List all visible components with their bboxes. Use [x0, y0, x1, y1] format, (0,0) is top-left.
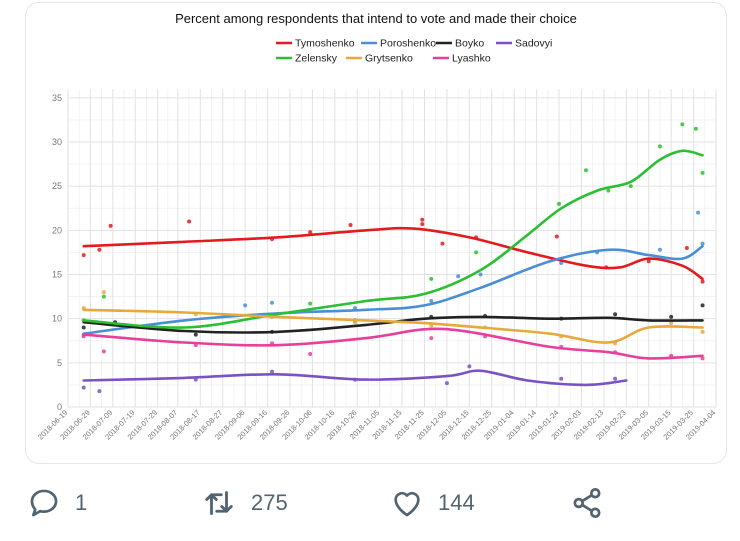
y-tick-label: 35 [52, 93, 62, 103]
reply-icon [27, 486, 61, 520]
data-point-lyashko [101, 349, 106, 354]
data-point-boyko [700, 303, 705, 308]
series-line-boyko [82, 315, 704, 334]
y-tick-label: 20 [52, 225, 62, 235]
data-point-zelensky [308, 301, 313, 306]
data-point-tymoshenko [684, 246, 689, 250]
share-icon [569, 485, 605, 521]
data-point-poroshenko [270, 300, 275, 305]
chart-title: Percent among respondents that intend to… [175, 11, 577, 26]
data-point-tymoshenko [308, 230, 313, 235]
data-point-lyashko [429, 336, 434, 341]
data-point-poroshenko [478, 272, 483, 277]
data-point-zelensky [557, 201, 562, 206]
plot-panel [68, 89, 716, 407]
like-count: 144 [438, 490, 475, 515]
y-tick-label: 10 [52, 314, 62, 324]
data-point-zelensky [583, 168, 588, 173]
data-point-grytsenko [101, 290, 106, 295]
data-point-grytsenko [669, 321, 674, 326]
data-point-poroshenko [700, 241, 705, 246]
data-point-boyko [613, 312, 618, 317]
data-point-tymoshenko [97, 247, 102, 252]
data-point-zelensky [700, 170, 705, 175]
data-point-zelensky [628, 184, 633, 189]
poll-line-chart: 051015202530352018-06-192018-06-292018-0… [36, 38, 717, 442]
y-tick-label: 25 [52, 181, 62, 191]
data-point-tymoshenko [440, 241, 445, 246]
data-point-tymoshenko [187, 219, 192, 224]
data-point-poroshenko [657, 247, 662, 252]
y-tick-label: 30 [52, 137, 62, 147]
legend-label-sadovyi: Sadovyi [515, 38, 552, 50]
tweet-action-bar: 1 275 144 [25, 478, 725, 528]
data-point-sadovyi [444, 381, 449, 386]
legend-label-tymoshenko: Tymoshenko [295, 38, 355, 50]
data-point-zelensky [657, 144, 662, 149]
retweet-button[interactable]: 275 [201, 478, 288, 528]
reply-count: 1 [75, 490, 88, 515]
data-point-lyashko [308, 352, 313, 356]
data-point-tymoshenko [700, 279, 705, 284]
data-point-tymoshenko [81, 253, 86, 258]
data-point-zelensky [693, 126, 698, 131]
retweet-count: 275 [251, 490, 288, 515]
y-tick-label: 15 [52, 270, 62, 280]
retweet-icon [201, 485, 237, 521]
data-point-tymoshenko [420, 222, 425, 227]
data-point-zelensky [101, 294, 106, 299]
data-point-poroshenko [429, 299, 434, 303]
y-tick-label: 0 [57, 402, 62, 412]
data-point-lyashko [700, 356, 705, 361]
data-point-grytsenko [700, 329, 705, 334]
series-line-poroshenko [82, 244, 704, 335]
data-point-tymoshenko [554, 234, 559, 239]
data-point-sadovyi [613, 376, 618, 381]
tweet-media-card[interactable]: Percent among respondents that intend to… [25, 2, 727, 464]
data-point-sadovyi [270, 369, 275, 374]
legend-label-grytsenko: Grytsenko [365, 53, 413, 65]
series-line-grytsenko [82, 308, 704, 344]
legend-label-lyashko: Lyashko [452, 53, 491, 65]
data-point-boyko [193, 332, 198, 337]
series-line-lyashko [82, 327, 704, 360]
data-point-poroshenko [696, 210, 701, 215]
data-point-sadovyi [97, 389, 102, 394]
data-point-poroshenko [456, 274, 461, 279]
series-line-sadovyi [82, 369, 628, 387]
y-tick-label: 5 [57, 358, 62, 368]
like-button[interactable]: 144 [390, 478, 475, 528]
data-point-tymoshenko [420, 217, 425, 222]
legend-label-boyko: Boyko [455, 38, 484, 50]
legend-label-zelensky: Zelensky [295, 53, 338, 65]
data-point-tymoshenko [108, 223, 113, 228]
reply-button[interactable]: 1 [27, 478, 87, 528]
data-point-sadovyi [81, 385, 86, 390]
data-point-sadovyi [467, 364, 472, 369]
data-point-zelensky [474, 250, 479, 255]
data-point-zelensky [606, 188, 611, 193]
data-point-boyko [81, 325, 86, 330]
heart-icon [390, 486, 424, 520]
data-point-zelensky [429, 276, 434, 281]
data-point-zelensky [680, 122, 685, 127]
data-point-sadovyi [559, 376, 564, 381]
data-point-tymoshenko [348, 223, 353, 228]
legend-label-poroshenko: Poroshenko [380, 38, 436, 50]
series-line-zelensky [82, 149, 704, 329]
share-button[interactable] [569, 478, 605, 528]
data-point-boyko [669, 314, 674, 319]
data-point-tymoshenko [646, 259, 651, 264]
series-line-tymoshenko [82, 226, 704, 281]
data-point-poroshenko [243, 303, 248, 308]
